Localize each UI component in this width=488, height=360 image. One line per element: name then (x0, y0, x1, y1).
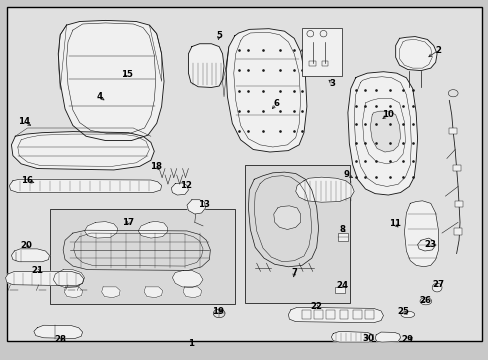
Text: 6: 6 (273, 99, 279, 108)
Polygon shape (58, 21, 163, 140)
Bar (339, 310, 347, 319)
Bar (352, 310, 361, 319)
Text: 10: 10 (381, 110, 393, 119)
Polygon shape (188, 44, 224, 87)
Bar (452, 165, 460, 171)
Text: 13: 13 (198, 200, 210, 209)
Bar (50, 210, 234, 305)
Text: 11: 11 (388, 219, 400, 228)
Text: 7: 7 (291, 268, 297, 277)
Polygon shape (64, 287, 82, 298)
Text: 24: 24 (335, 281, 347, 290)
Text: 21: 21 (32, 266, 43, 275)
Ellipse shape (419, 298, 431, 305)
Polygon shape (9, 179, 161, 193)
Text: 1: 1 (187, 339, 193, 348)
Bar (453, 228, 461, 235)
Bar (365, 310, 373, 319)
Polygon shape (417, 238, 435, 251)
Polygon shape (404, 201, 438, 267)
Text: 4: 4 (96, 92, 102, 101)
Text: 23: 23 (424, 240, 436, 249)
Polygon shape (183, 287, 201, 298)
Text: 20: 20 (20, 241, 32, 250)
Polygon shape (347, 72, 417, 195)
Bar (334, 287, 345, 293)
Polygon shape (273, 206, 300, 229)
Polygon shape (84, 222, 118, 238)
Polygon shape (369, 111, 400, 152)
Bar (321, 61, 328, 66)
Text: 28: 28 (54, 335, 66, 344)
Polygon shape (186, 200, 205, 214)
Polygon shape (330, 331, 373, 342)
Text: 19: 19 (211, 307, 223, 316)
Text: 17: 17 (122, 218, 134, 227)
Text: 5: 5 (216, 31, 222, 40)
Polygon shape (34, 325, 82, 338)
Polygon shape (53, 270, 84, 288)
Text: 15: 15 (121, 70, 132, 79)
Polygon shape (11, 249, 49, 262)
Ellipse shape (431, 283, 441, 292)
Bar (448, 128, 456, 134)
Text: 22: 22 (310, 302, 322, 311)
Polygon shape (172, 270, 203, 288)
Polygon shape (225, 29, 306, 152)
Bar (337, 233, 347, 241)
Text: 27: 27 (431, 280, 444, 289)
Text: 16: 16 (21, 176, 34, 185)
Text: 30: 30 (362, 334, 373, 343)
Bar (245, 165, 349, 303)
Text: 2: 2 (435, 46, 441, 55)
Polygon shape (288, 307, 383, 323)
Polygon shape (149, 25, 161, 81)
Bar (326, 310, 334, 319)
Bar (302, 28, 341, 76)
Text: 29: 29 (401, 335, 413, 344)
Bar (313, 310, 322, 319)
Polygon shape (58, 25, 66, 90)
Text: 25: 25 (396, 307, 408, 316)
Text: 26: 26 (418, 296, 430, 305)
Text: 8: 8 (338, 225, 345, 234)
Polygon shape (295, 177, 353, 202)
Polygon shape (395, 37, 436, 71)
Polygon shape (171, 183, 188, 195)
Text: 12: 12 (180, 181, 192, 190)
Polygon shape (144, 287, 162, 298)
Text: 3: 3 (328, 79, 335, 88)
Bar (454, 201, 462, 207)
Polygon shape (138, 221, 167, 238)
Text: 9: 9 (343, 170, 349, 179)
Bar (308, 61, 315, 66)
Ellipse shape (400, 311, 414, 318)
Text: 18: 18 (149, 162, 162, 171)
Polygon shape (11, 132, 154, 170)
Text: 14: 14 (18, 117, 30, 126)
Bar (302, 310, 310, 319)
Polygon shape (374, 332, 400, 342)
Polygon shape (5, 271, 83, 286)
Polygon shape (102, 287, 120, 298)
